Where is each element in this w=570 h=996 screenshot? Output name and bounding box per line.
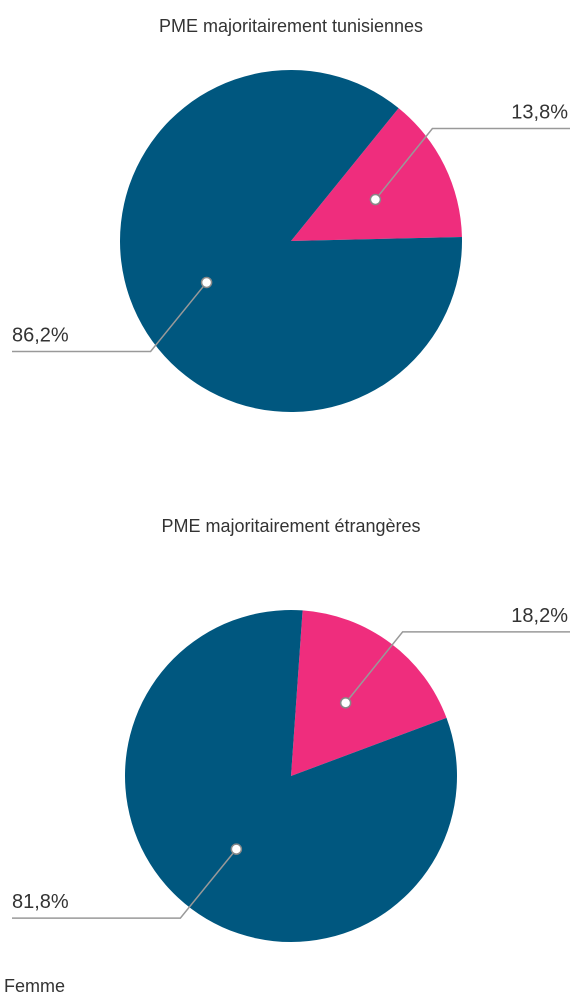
data-label: 81,8% [12, 891, 69, 913]
data-label: 86,2% [12, 324, 69, 346]
leader-dot [230, 843, 243, 855]
chart-title: PME majoritairement tunisiennes [159, 16, 423, 36]
leader-dot [369, 193, 382, 206]
pie-slice [291, 108, 462, 242]
leader-line [12, 848, 237, 919]
data-label: 13,8% [511, 102, 568, 124]
pie-slice [125, 610, 458, 943]
pie-slice [119, 69, 462, 412]
leader-line [12, 281, 208, 353]
leader-dot [339, 697, 352, 709]
pie-slice [291, 610, 447, 776]
leader-line [345, 631, 570, 704]
legend-label: Femme [4, 976, 65, 996]
chart-title: PME majoritairement étrangères [161, 516, 420, 536]
data-label: 18,2% [511, 605, 568, 627]
leader-dot [200, 276, 213, 289]
leader-line [374, 127, 570, 201]
